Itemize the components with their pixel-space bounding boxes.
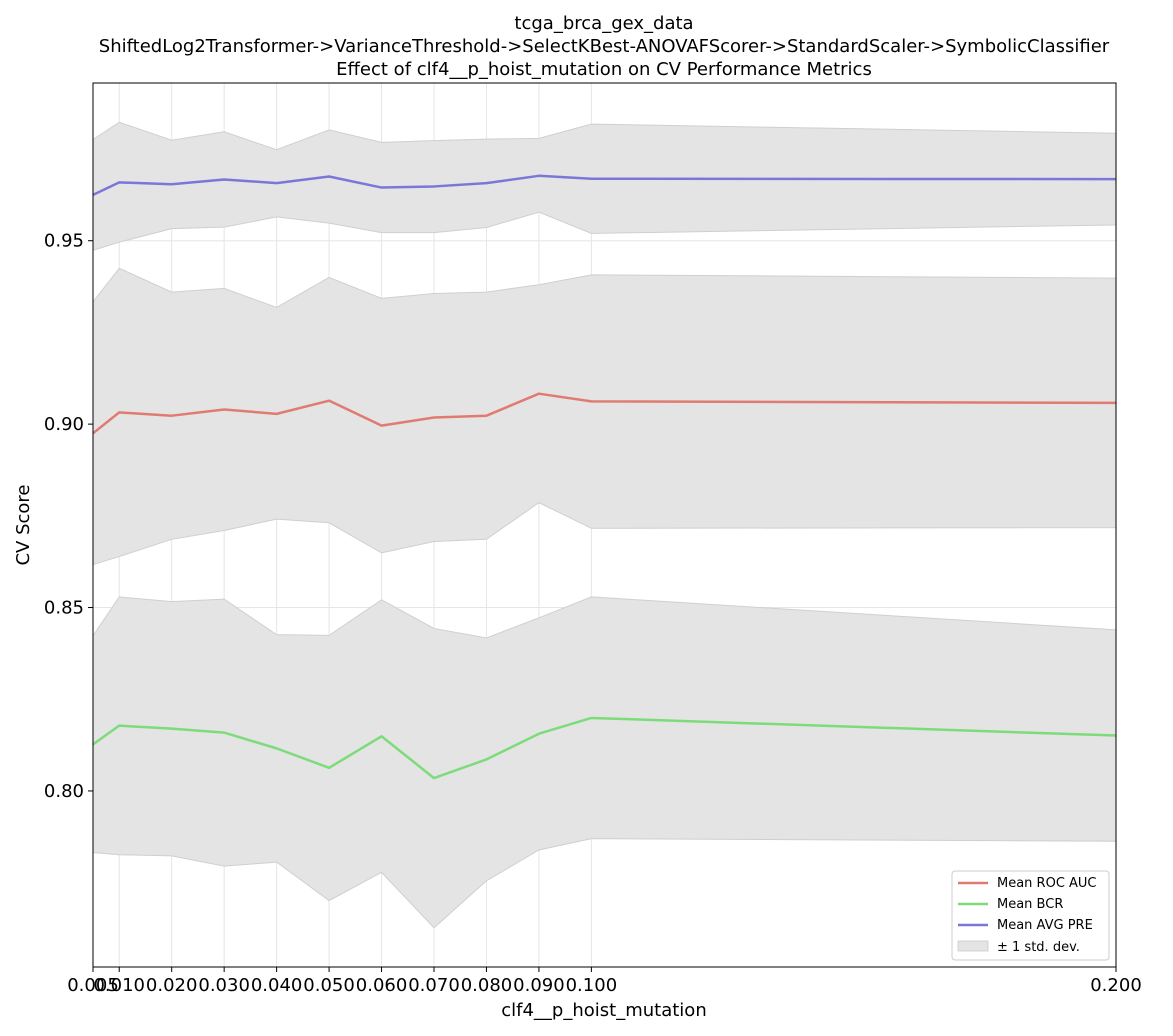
x-tick-label: 0.050: [303, 975, 355, 996]
legend: Mean ROC AUC Mean BCR Mean AVG PRE ± 1 s…: [951, 870, 1110, 961]
x-tick-label: 0.040: [251, 975, 303, 996]
series-line-2: [92, 174, 1117, 197]
legend-label-avg-pre: Mean AVG PRE: [997, 918, 1093, 933]
x-axis-label: clf4__p_hoist_mutation: [501, 1000, 706, 1021]
legend-label-bcr: Mean BCR: [997, 897, 1063, 912]
x-tick-label: 0.090: [513, 975, 565, 996]
chart-title-line-3: Effect of clf4__p_hoist_mutation on CV P…: [336, 59, 872, 80]
y-tick-label: 0.85: [44, 598, 84, 619]
std-dev-band-2: [92, 121, 1117, 251]
y-tick-label: 0.80: [44, 781, 84, 802]
series-line-1: [92, 716, 1117, 780]
y-axis-ticks: 0.80 0.85 0.90 0.95: [44, 231, 93, 802]
x-tick-label: 0.020: [146, 975, 198, 996]
plot-frame: [92, 82, 1117, 968]
legend-label-std-dev: ± 1 std. dev.: [997, 940, 1080, 955]
x-tick-label: 0.070: [408, 975, 460, 996]
x-tick-label: 0.005: [67, 975, 119, 996]
std-dev-bands: [92, 121, 1117, 929]
legend-swatch-std-dev: [957, 940, 989, 952]
legend-label-roc-auc: Mean ROC AUC: [997, 876, 1097, 891]
chart-title-line-2: ShiftedLog2Transformer->VarianceThreshol…: [99, 36, 1110, 57]
chart-title-line-1: tcga_brca_gex_data: [514, 13, 693, 34]
legend-box: [951, 870, 1110, 961]
y-tick-label: 0.90: [44, 414, 84, 435]
x-tick-label: 0.010: [93, 975, 145, 996]
y-tick-label: 0.95: [44, 231, 84, 252]
series-line-0: [92, 392, 1117, 435]
series-lines: [92, 174, 1117, 780]
x-tick-label: 0.060: [356, 975, 408, 996]
x-tick-label: 0.200: [1090, 975, 1142, 996]
std-dev-band-0: [92, 267, 1117, 566]
x-tick-label: 0.100: [566, 975, 618, 996]
y-axis-label: CV Score: [13, 484, 34, 565]
x-tick-label: 0.030: [198, 975, 250, 996]
x-tick-label: 0.080: [461, 975, 513, 996]
